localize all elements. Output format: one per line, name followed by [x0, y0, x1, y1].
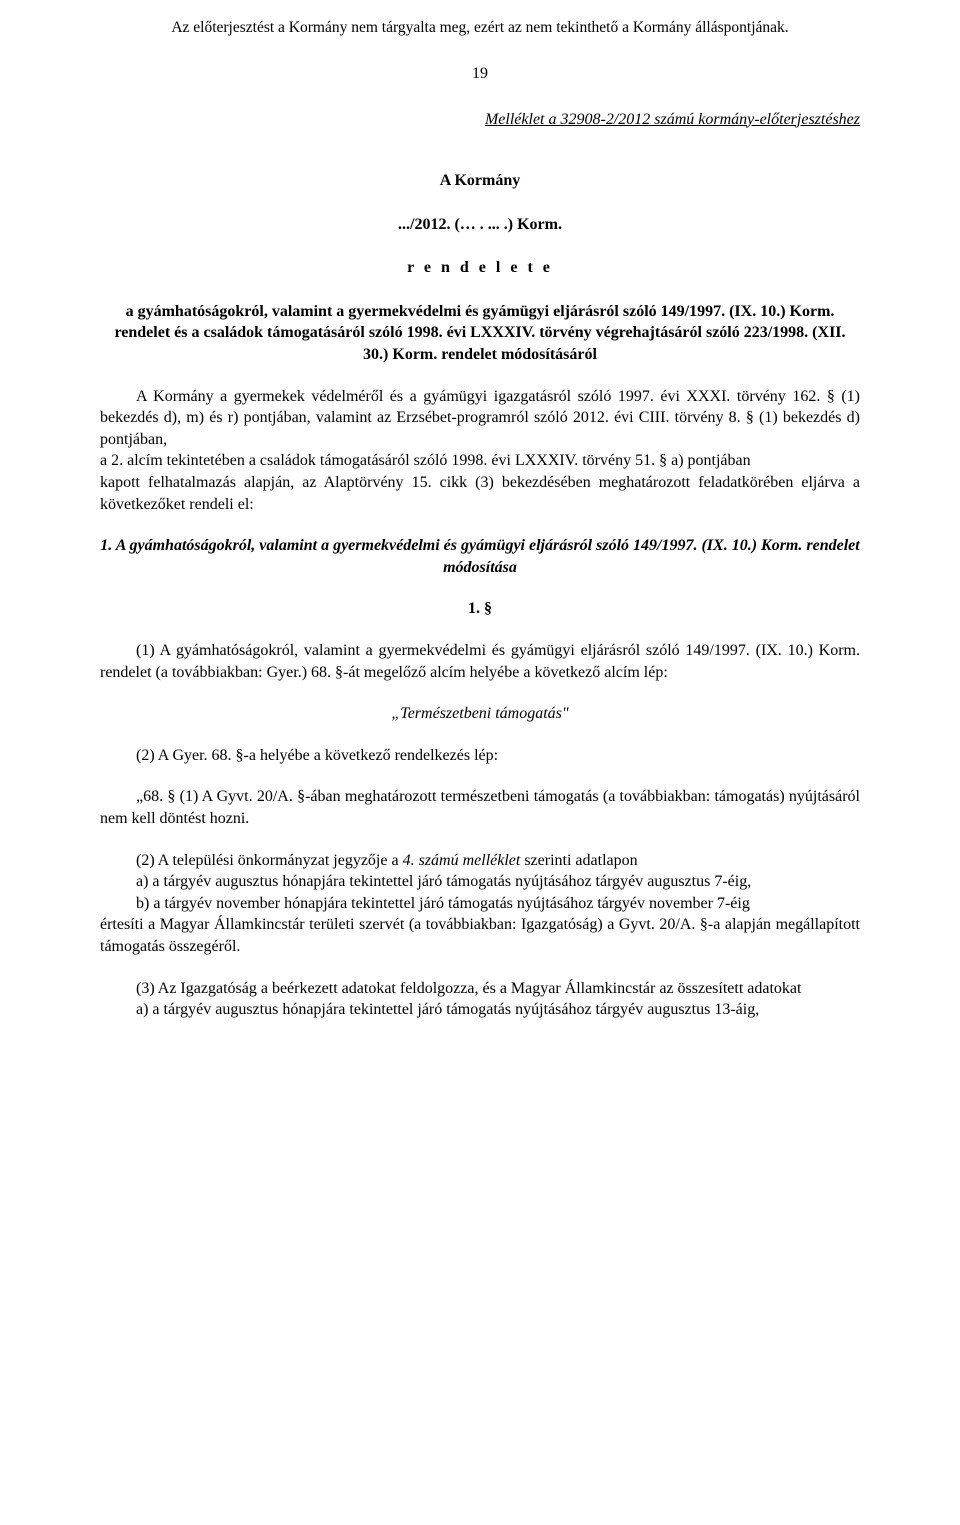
attachment-reference: Melléklet a 32908-2/2012 számú kormány-e…: [100, 109, 860, 131]
decree-subject: a gyámhatóságokról, valamint a gyermekvé…: [100, 301, 860, 366]
title-issuer: A Kormány: [100, 170, 860, 192]
italic-ref: 4. számú melléklet: [403, 852, 521, 869]
header-disclaimer: Az előterjesztést a Kormány nem tárgyalt…: [100, 18, 860, 39]
paragraph-2: (2) A Gyer. 68. §-a helyébe a következő …: [100, 745, 860, 767]
p68-2-lead: (2) A települési önkormányzat jegyzője a…: [100, 850, 860, 872]
p68-2-b: b) a tárgyév november hónapjára tekintet…: [100, 893, 860, 915]
preamble: A Kormány a gyermekek védelméről és a gy…: [100, 386, 860, 516]
section-1-number: 1. §: [100, 598, 860, 620]
title-decree-number: .../2012. (… . ... .) Korm.: [100, 214, 860, 236]
p68-1: „68. § (1) A Gyvt. 20/A. §-ában meghatár…: [100, 786, 860, 829]
title-rendelete: r e n d e l e t e: [100, 257, 860, 279]
paragraph-1: (1) A gyámhatóságokról, valamint a gyerm…: [100, 640, 860, 683]
page-number: 19: [100, 63, 860, 85]
p68-2-a: a) a tárgyév augusztus hónapjára tekinte…: [100, 871, 860, 893]
p68-2-tail: értesíti a Magyar Államkincstár területi…: [100, 914, 860, 957]
section-1-title: 1. A gyámhatóságokról, valamint a gyerme…: [100, 535, 860, 578]
p68-3-a: a) a tárgyév augusztus hónapjára tekinte…: [100, 999, 860, 1021]
p68-3-lead: (3) Az Igazgatóság a beérkezett adatokat…: [100, 978, 860, 1000]
quoted-subtitle: „Természetbeni támogatás": [100, 703, 860, 725]
